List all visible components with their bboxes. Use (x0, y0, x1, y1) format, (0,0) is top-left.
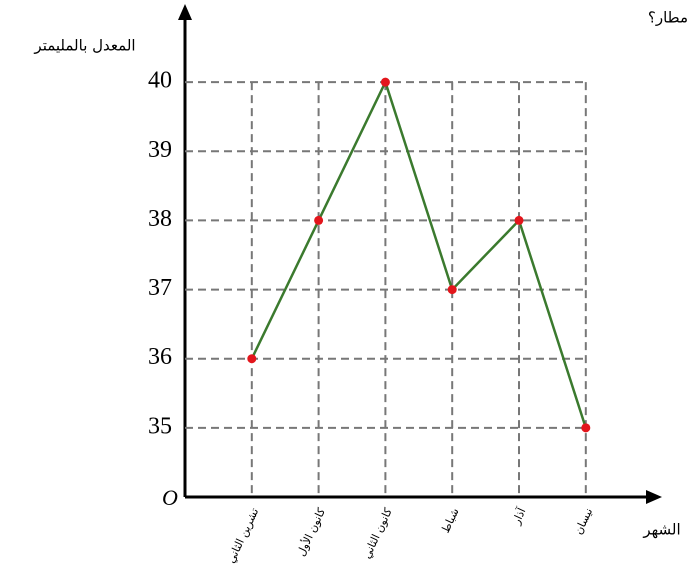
point (314, 215, 324, 225)
y-tick-label: 36 (148, 344, 172, 370)
y-tick-label: 40 (148, 68, 172, 94)
y-axis-label: المعدل بالمليمتر (33, 37, 135, 55)
x-arrow (646, 490, 662, 504)
x-tick-label: كانون الثاني (360, 505, 395, 560)
y-arrow (178, 4, 192, 20)
point (581, 423, 591, 433)
point (247, 354, 257, 364)
y-tick-label: 39 (148, 137, 172, 163)
x-tick-label: كانون الأول (294, 505, 329, 558)
y-tick-label: 35 (148, 413, 172, 439)
point (514, 215, 524, 225)
line (250, 78, 587, 429)
x-tick-label: شباط (439, 506, 462, 535)
x-axis-label: الشهر (642, 521, 680, 539)
y-tick-label: 37 (148, 275, 172, 301)
x-tick-label: نيسان (572, 506, 595, 537)
point (447, 285, 457, 295)
point (380, 77, 390, 87)
x-tick-label: آذار (508, 505, 528, 527)
x-tick-label: تشرين الثاني (224, 506, 261, 565)
question-text: مطار؟ (648, 9, 688, 27)
y-tick-label: 38 (148, 206, 172, 232)
origin-label: O (162, 485, 178, 510)
